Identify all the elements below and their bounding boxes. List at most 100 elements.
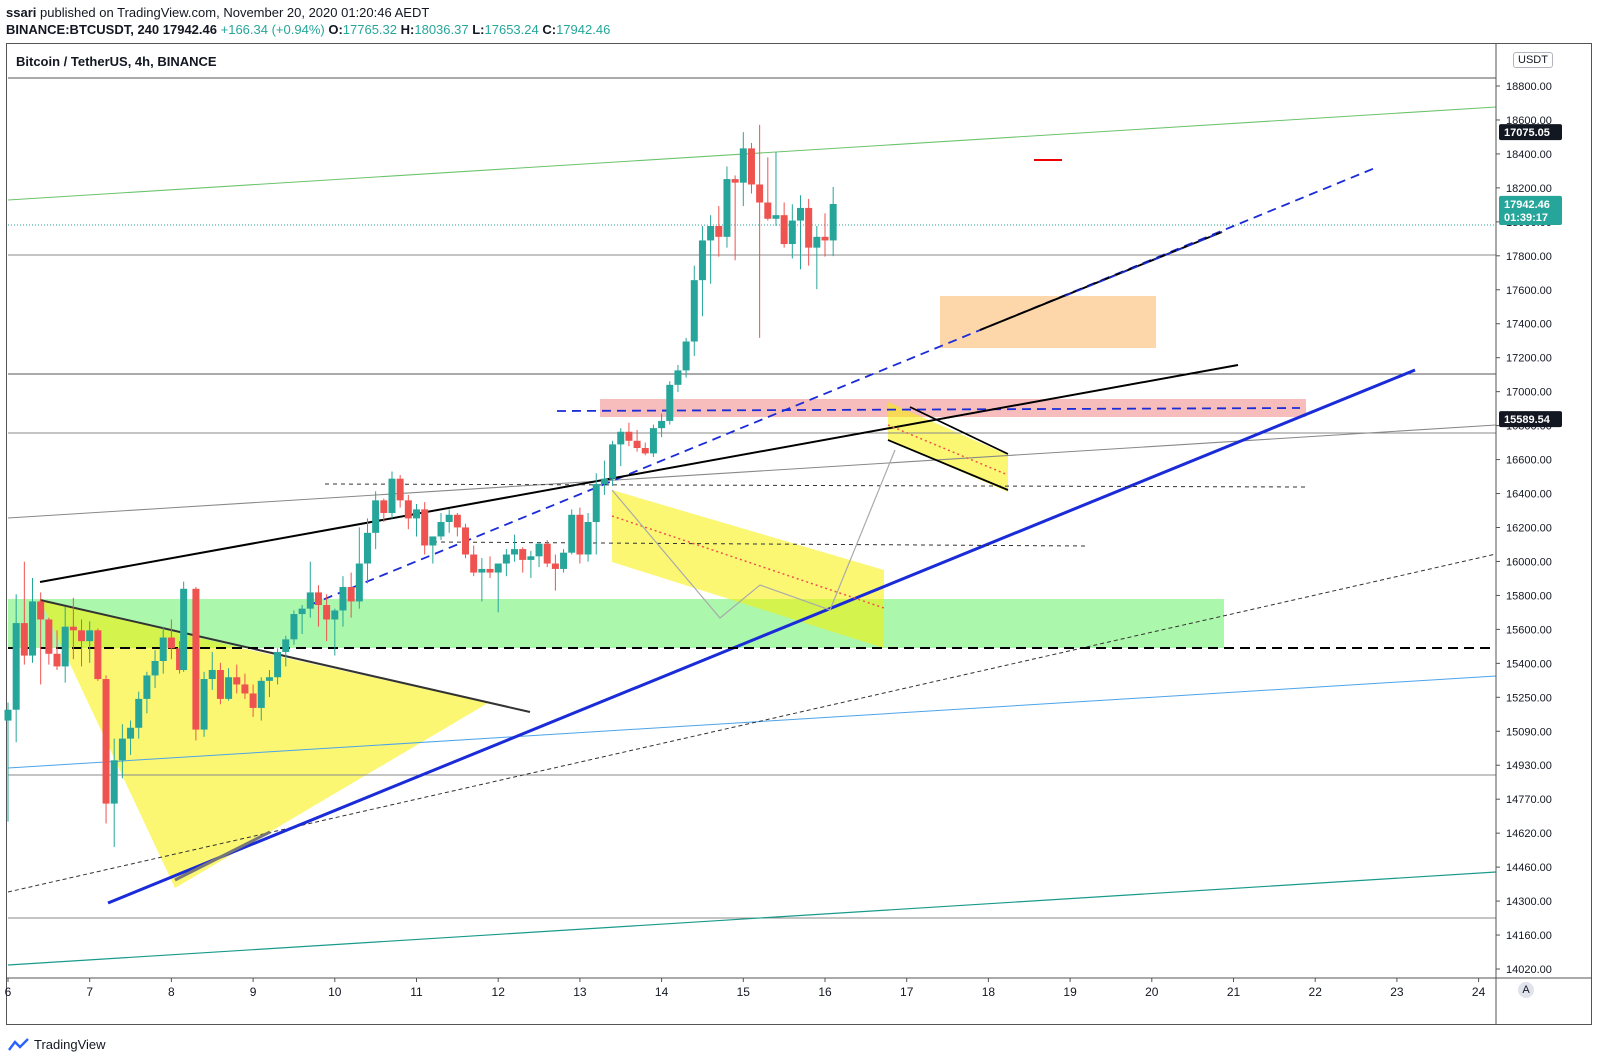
auto-scale-button[interactable]: A — [1518, 982, 1534, 998]
candle-body — [167, 637, 175, 649]
candle-body — [176, 648, 184, 671]
candle-body — [225, 677, 233, 699]
candle — [715, 206, 723, 257]
pennant-pattern-yellow — [888, 402, 1008, 492]
candle — [609, 440, 617, 486]
price-tag: 15589.54 — [1499, 411, 1562, 428]
candle-body — [478, 568, 486, 573]
mid-line-red-dotted — [887, 424, 1009, 476]
trend-line-blue-dashed — [309, 167, 1376, 606]
candle — [462, 523, 470, 559]
candle-body — [494, 563, 502, 573]
candle-body — [764, 202, 772, 219]
candle — [560, 549, 568, 573]
tradingview-logo-icon — [8, 1037, 29, 1051]
candle — [380, 498, 388, 523]
candle-body — [813, 236, 821, 248]
candle — [780, 202, 788, 248]
candle — [135, 691, 143, 739]
candle-series — [4, 124, 837, 847]
y-tick-label: 14930.00 — [1506, 760, 1552, 772]
candle — [788, 204, 796, 259]
pennant-lower-line — [887, 439, 1009, 491]
candle — [502, 549, 510, 577]
candle-body — [331, 610, 339, 620]
candle — [216, 662, 224, 705]
candle-body — [829, 203, 837, 241]
candle-body — [20, 623, 28, 656]
candle-body — [208, 670, 216, 680]
x-tick-label: 24 — [1472, 985, 1486, 999]
support-line-blue-dashed — [1064, 231, 1223, 297]
candle — [731, 175, 739, 261]
chart-legend: Bitcoin / TetherUS, 4h, BINANCE — [16, 54, 217, 69]
trend-line-black — [39, 364, 1239, 583]
pennant-upper-line — [909, 406, 1009, 455]
y-tick-label: 17400.00 — [1506, 319, 1552, 331]
y-tick-label: 14300.00 — [1506, 896, 1552, 908]
candle-body — [355, 563, 363, 602]
candle-body — [413, 509, 420, 519]
candle-body — [560, 552, 568, 569]
candle-body — [527, 556, 535, 560]
y-tick-label: 15800.00 — [1506, 590, 1552, 602]
candle — [519, 547, 527, 573]
candle — [4, 702, 12, 822]
price-change: +166.34 (+0.94%) — [220, 22, 325, 37]
candle-body — [609, 444, 617, 479]
price-tag-label: 17075.05 — [1504, 127, 1550, 139]
candle — [527, 550, 535, 578]
candle-body — [4, 709, 12, 721]
low-value: 17653.24 — [484, 22, 539, 37]
currency-badge[interactable]: USDT — [1513, 52, 1553, 68]
candle — [249, 684, 257, 717]
candle — [535, 541, 543, 568]
candle — [617, 428, 625, 467]
candle — [429, 536, 437, 564]
trend-line-dashed — [7, 553, 1497, 893]
author-name[interactable]: ssari — [6, 5, 37, 20]
ohlc-line: BINANCE:BTCUSDT, 240 17942.46 +166.34 (+… — [6, 22, 610, 37]
candle — [323, 594, 331, 642]
candle-body — [94, 630, 102, 680]
candle-body — [159, 637, 167, 661]
candle-body — [437, 522, 445, 537]
candle — [551, 554, 559, 591]
candle-body — [180, 588, 188, 671]
x-tick-label: 8 — [168, 985, 175, 999]
candle — [45, 617, 53, 665]
price-tag-label: 15589.54 — [1504, 414, 1551, 426]
candle-body — [372, 500, 380, 533]
candle-body — [396, 478, 404, 501]
price-tag-box — [1499, 208, 1562, 225]
candle — [747, 142, 755, 194]
candle-body — [674, 370, 682, 385]
candle-body — [404, 500, 412, 519]
candle — [821, 213, 829, 257]
y-tick-label: 14020.00 — [1506, 964, 1552, 976]
y-tick-label: 18800.00 — [1506, 81, 1552, 93]
y-tick-label: 18200.00 — [1506, 183, 1552, 195]
candle-body — [649, 428, 657, 454]
y-tick-label: 15090.00 — [1506, 726, 1552, 738]
x-tick-label: 9 — [250, 985, 257, 999]
flag-pattern-yellow — [612, 490, 884, 648]
candle-body — [347, 586, 355, 602]
candle-body — [421, 509, 429, 546]
price-tag-label: 01:39:17 — [1504, 212, 1548, 224]
candle-body — [290, 614, 298, 640]
candle-body — [298, 608, 306, 615]
x-tick-label: 10 — [328, 985, 342, 999]
x-tick-label: 21 — [1227, 985, 1241, 999]
candle — [176, 641, 184, 674]
candle — [829, 187, 837, 257]
candle-body — [543, 543, 551, 564]
candle-body — [37, 601, 45, 620]
footer-brand[interactable]: TradingView — [34, 1037, 106, 1052]
candle-body — [135, 698, 143, 728]
channel-line-lightblue — [7, 675, 1497, 769]
candle — [257, 677, 265, 721]
candle — [355, 527, 363, 609]
candle — [233, 664, 241, 694]
